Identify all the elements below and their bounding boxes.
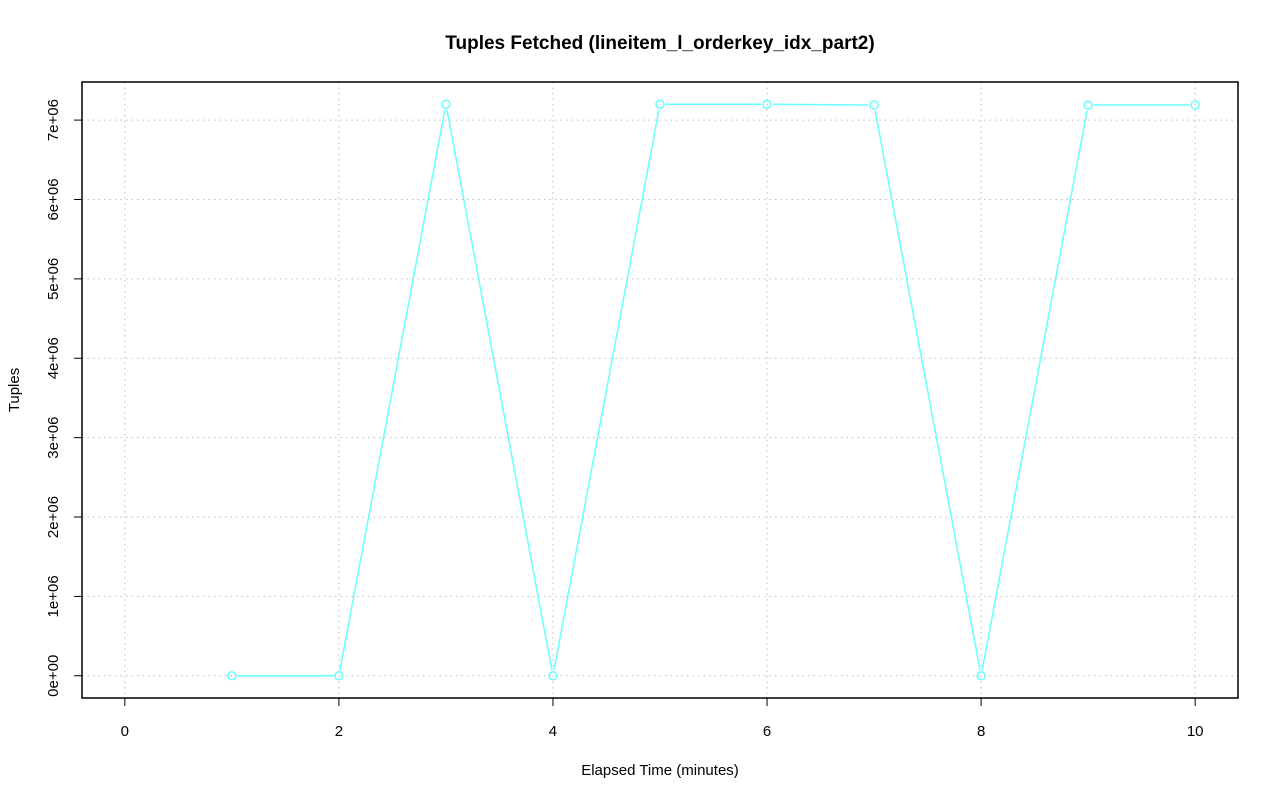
- data-point: [548, 671, 558, 681]
- y-tick-label: 5e+06: [45, 258, 62, 300]
- data-point: [441, 99, 451, 109]
- x-tick-label: 8: [977, 723, 985, 740]
- data-point: [976, 671, 986, 681]
- x-axis-label: Elapsed Time (minutes): [581, 762, 739, 779]
- series-line-segment: [874, 110, 981, 671]
- y-tick-label: 0e+00: [45, 655, 62, 697]
- data-point: [1083, 100, 1093, 110]
- series-line-segment: [553, 109, 660, 671]
- y-tick-label: 2e+06: [45, 496, 62, 538]
- y-tick-label: 7e+06: [45, 99, 62, 141]
- series-layer: [227, 99, 1200, 681]
- data-point: [227, 671, 237, 681]
- x-tick-label: 4: [549, 723, 557, 740]
- series-line-segment: [773, 103, 869, 106]
- plot-frame: [81, 81, 1239, 699]
- grid: [82, 82, 1238, 698]
- x-tick-label: 6: [763, 723, 771, 740]
- x-tick-label: 10: [1187, 723, 1204, 740]
- data-point: [655, 99, 665, 109]
- y-tick-label: 3e+06: [45, 417, 62, 459]
- y-tick-label: 1e+06: [45, 575, 62, 617]
- y-axis-label: Tuples: [6, 368, 23, 412]
- x-axis: 0 2 4 6 8 10: [121, 697, 1204, 740]
- series-line-segment: [446, 109, 553, 671]
- y-tick-label: 4e+06: [45, 337, 62, 379]
- chart-title: Tuples Fetched (lineitem_l_orderkey_idx_…: [445, 33, 874, 54]
- series-line-segment: [339, 109, 446, 671]
- y-tick-label: 6e+06: [45, 178, 62, 220]
- series-0: [227, 99, 1200, 681]
- data-point: [869, 100, 879, 110]
- y-axis: 0e+00 1e+06 2e+06 3e+06 4e+06 5e+06 6e+06 7e+06: [45, 99, 83, 697]
- data-point: [334, 671, 344, 681]
- series-line-segment: [981, 110, 1088, 671]
- x-tick-label: 0: [121, 723, 129, 740]
- data-point: [1190, 100, 1200, 110]
- data-point: [762, 99, 772, 109]
- x-tick-label: 2: [335, 723, 343, 740]
